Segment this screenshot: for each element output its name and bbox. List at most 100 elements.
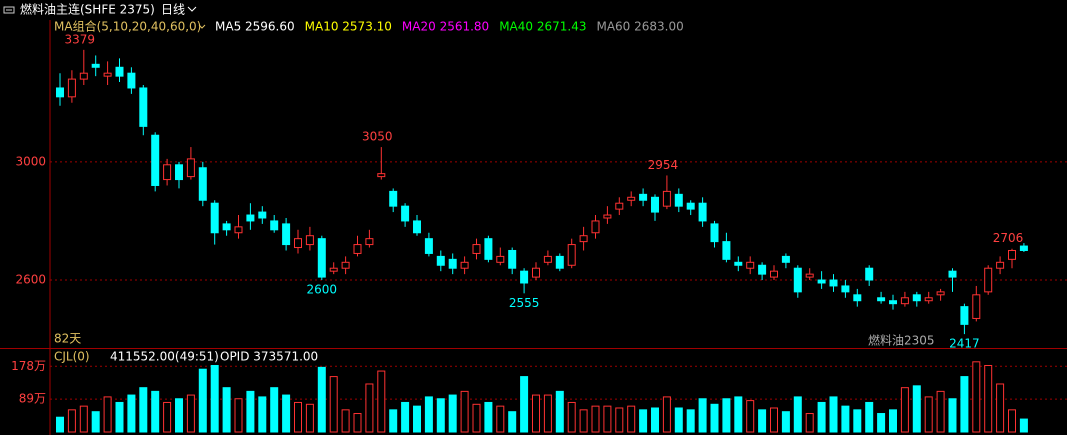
volume-bar — [401, 401, 410, 433]
candle-body — [936, 291, 945, 296]
volume-bar — [56, 416, 64, 433]
candle-body — [508, 249, 517, 269]
candle-body — [1008, 249, 1016, 260]
candle-body — [365, 238, 374, 246]
candle-body — [579, 235, 588, 243]
candle-body — [67, 78, 76, 98]
candle-body — [686, 202, 695, 210]
candle-body — [79, 72, 88, 80]
ma-title: MA组合(5,10,20,40,60,0) — [54, 19, 201, 34]
volume-tick-label: 178万 — [11, 359, 46, 373]
volume-bar — [520, 376, 529, 433]
volume-bar — [662, 396, 671, 433]
volume-bar — [758, 409, 767, 433]
low-label: 2600 — [307, 283, 338, 297]
volume-bar — [710, 403, 719, 433]
ma-legend: MA40 2671.43 — [499, 20, 586, 34]
volume-bar — [960, 376, 969, 433]
volume-bar — [317, 366, 326, 433]
candle-body — [1019, 245, 1028, 251]
ma-legend: MA5 2596.60 — [215, 20, 295, 34]
volume-bar — [579, 409, 588, 433]
high-label: 3050 — [362, 130, 393, 144]
period-chevron[interactable] — [187, 6, 197, 12]
candle-body — [56, 87, 64, 98]
volume-bar — [532, 394, 540, 433]
volume-bar — [127, 394, 136, 433]
candle-body — [841, 285, 850, 293]
candle-body — [163, 164, 172, 181]
candle-body — [151, 134, 160, 186]
volume-bar — [543, 394, 552, 433]
volume-bar — [234, 398, 243, 433]
volume-bar — [329, 376, 338, 433]
candle-body — [734, 261, 743, 266]
candle-body — [389, 190, 398, 207]
volume-bar — [1019, 418, 1028, 433]
candle-body — [912, 294, 921, 302]
volume-label: CJL(0) — [54, 350, 90, 364]
candle-body — [127, 72, 136, 89]
volume-bar — [472, 403, 481, 433]
volume-bar — [555, 390, 564, 433]
candle-body — [948, 270, 957, 278]
candle-body — [401, 205, 410, 222]
volume-bar — [270, 387, 279, 433]
candle-body — [984, 267, 993, 293]
candle-body — [627, 196, 636, 201]
candle-body — [770, 270, 778, 278]
volume-bar — [841, 405, 850, 433]
candle-body — [960, 306, 969, 325]
candle-body — [424, 238, 433, 254]
volume-bar — [603, 405, 612, 433]
y-tick-label: 2600 — [15, 273, 46, 287]
volume-bar — [294, 401, 302, 433]
volume-bar — [900, 387, 909, 433]
candle-body — [674, 193, 683, 207]
candle-body — [377, 173, 386, 178]
volume-bar — [496, 405, 505, 433]
candle-body — [139, 87, 148, 127]
candle-body — [496, 255, 505, 263]
volume-bar — [365, 383, 374, 433]
candle-body — [472, 244, 481, 254]
candle-body — [329, 267, 338, 272]
candle-body — [817, 279, 826, 284]
candle-body — [282, 223, 291, 246]
volume-bar — [936, 390, 945, 433]
ma-chevron[interactable] — [198, 24, 206, 29]
candle-body — [651, 196, 659, 213]
candle-body — [781, 255, 790, 263]
candle-body — [877, 297, 886, 302]
period[interactable]: 日线 — [161, 3, 185, 17]
low-label: 2417 — [949, 337, 980, 351]
candle-body — [793, 267, 802, 293]
candle-body — [91, 63, 100, 68]
candle-body — [567, 244, 576, 266]
volume-bar — [210, 365, 219, 433]
candle-body — [484, 238, 493, 260]
candle-body — [996, 261, 1005, 269]
volume-bar — [889, 409, 897, 433]
menu-icon[interactable] — [3, 6, 15, 14]
volume-bar — [817, 401, 826, 433]
high-label: 2954 — [648, 158, 679, 172]
candle-body — [460, 261, 469, 269]
candle-body — [436, 255, 445, 266]
ma-legend: MA60 2683.00 — [596, 20, 683, 34]
candle-body — [758, 264, 767, 275]
opid-value: OPID 373571.00 — [220, 350, 318, 364]
ma-legend: MA10 2573.10 — [305, 20, 392, 34]
low-label: 2555 — [509, 296, 540, 310]
days-label: 82天 — [54, 332, 81, 346]
candle-body — [603, 214, 612, 219]
volume-bar — [781, 411, 790, 433]
contract-label: 燃料油2305 — [868, 333, 935, 348]
candle-body — [532, 267, 540, 278]
volume-bar — [389, 409, 398, 433]
volume-bar — [829, 396, 838, 433]
candle-body — [270, 220, 279, 231]
candle-body — [722, 241, 731, 260]
volume-bar — [627, 405, 636, 433]
